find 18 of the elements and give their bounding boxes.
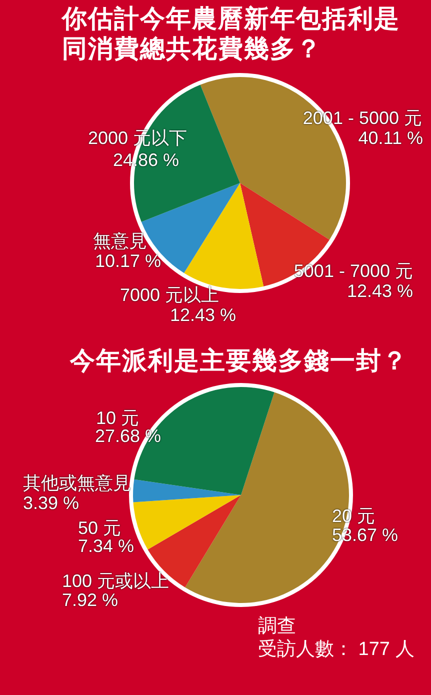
slice-label: 7000 元以上 — [120, 285, 220, 305]
slice-label: 100 元或以上 — [62, 571, 170, 591]
data-label: 10.17 % — [95, 251, 162, 271]
data-label: 3.39 % — [23, 493, 80, 513]
data-label: 7.92 % — [62, 590, 118, 610]
data-label: 24.86 % — [113, 150, 180, 170]
slice-label: 50 元 — [78, 518, 122, 538]
data-label: 12.43 % — [346, 281, 413, 301]
data-label: 40.11 % — [358, 128, 423, 148]
text: 調查 — [258, 616, 296, 637]
text: 受訪人數： 177 人 — [258, 638, 414, 660]
slice-label: 其他或無意見 — [23, 473, 131, 493]
slice-label: 10 元 — [96, 408, 140, 428]
chart-title: 今年派利是主要幾多錢一封？ — [70, 346, 409, 376]
chart-title: 你估計今年農曆新年包括利是同消費總共花費幾多？ — [62, 4, 401, 64]
data-label: 7.34 % — [78, 536, 134, 556]
slice-label: 無意見 — [93, 231, 147, 251]
data-label: 12.43 % — [170, 305, 236, 325]
